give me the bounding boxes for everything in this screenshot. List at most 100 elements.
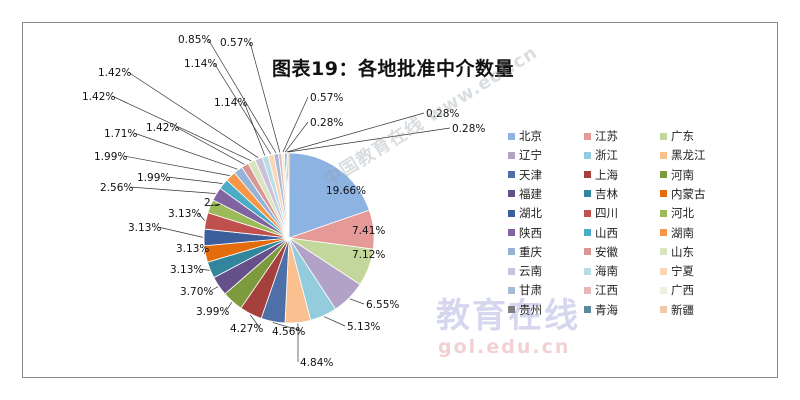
- data-label: 19.66%: [326, 185, 366, 197]
- chart-title: 图表19：各地批准中介数量: [272, 58, 514, 80]
- data-label: 4.84%: [300, 357, 333, 369]
- legend-label: 内蒙古: [671, 186, 706, 201]
- legend-item: 福建: [508, 186, 542, 202]
- legend-item: 浙江: [584, 147, 618, 163]
- leader-line: [204, 247, 207, 255]
- legend-label: 江西: [595, 283, 618, 298]
- legend-swatch: [508, 267, 515, 275]
- leader-line: [133, 132, 238, 170]
- legend-swatch: [584, 229, 591, 236]
- legend-item: 黑龙江: [660, 147, 706, 163]
- leader-line: [166, 176, 223, 184]
- legend-label: 湖北: [519, 206, 542, 221]
- legend-item: 甘肃: [508, 282, 542, 298]
- watermark-logo-url: gol.edu.cn: [438, 336, 571, 358]
- leader-line: [282, 96, 309, 153]
- legend-swatch: [584, 267, 591, 275]
- legend-swatch: [660, 151, 667, 159]
- legend-item: 吉林: [584, 186, 618, 202]
- data-label: 7.41%: [352, 225, 385, 237]
- leader-line: [175, 126, 245, 165]
- legend-swatch: [508, 190, 515, 198]
- legend-swatch: [508, 132, 515, 140]
- data-label: 0.28%: [426, 108, 459, 120]
- legend-label: 广东: [671, 129, 694, 143]
- legend-swatch: [660, 306, 667, 314]
- data-label: 2.56%: [100, 182, 133, 194]
- legend-swatch: [508, 229, 515, 236]
- leader-line: [243, 101, 266, 156]
- legend-swatch: [660, 132, 667, 140]
- leader-line: [123, 155, 230, 176]
- legend-label: 北京: [519, 129, 542, 143]
- leader-line: [197, 212, 206, 221]
- legend-label: 吉林: [595, 186, 618, 201]
- leader-line: [286, 112, 425, 153]
- legend-swatch: [660, 229, 667, 236]
- leader-line: [288, 127, 451, 153]
- data-label: 3.13%: [128, 222, 161, 234]
- legend-swatch: [508, 151, 515, 159]
- legend-item: 山东: [660, 244, 694, 260]
- legend-item: 广西: [660, 282, 694, 298]
- legend-item: 青海: [584, 302, 618, 318]
- leader-line: [157, 226, 204, 238]
- legend-label: 宁夏: [671, 264, 694, 279]
- legend-label: 广西: [671, 283, 694, 298]
- legend-item: 四川: [584, 205, 618, 221]
- legend-label: 陕西: [519, 225, 542, 240]
- legend-label: 海南: [595, 264, 618, 279]
- legend-swatch: [584, 286, 591, 294]
- legend-swatch: [508, 248, 515, 256]
- legend-label: 青海: [595, 302, 618, 317]
- legend-swatch: [508, 209, 515, 217]
- data-label: 0.57%: [220, 37, 253, 49]
- legend-label: 贵州: [519, 302, 542, 317]
- chart-frame: [22, 22, 778, 378]
- legend-item: 江西: [584, 282, 618, 298]
- legend-label: 天津: [519, 167, 542, 182]
- legend-swatch: [584, 190, 591, 198]
- data-label: 4.27%: [230, 323, 263, 335]
- data-label: 3.13%: [170, 264, 203, 276]
- data-label: 1.99%: [137, 172, 170, 184]
- legend-label: 甘肃: [519, 283, 542, 298]
- leader-line: [199, 268, 210, 271]
- legend-label: 云南: [519, 264, 542, 279]
- data-label: 6.55%: [366, 299, 399, 311]
- legend-swatch: [584, 151, 591, 159]
- legend-swatch: [660, 286, 667, 294]
- legend-label: 上海: [595, 167, 618, 182]
- legend-item: 云南: [508, 263, 542, 279]
- legend-label: 辽宁: [519, 148, 542, 163]
- data-label: 1.14%: [184, 58, 217, 70]
- data-label: 3.13%: [176, 243, 209, 255]
- data-label: 3.70%: [180, 286, 213, 298]
- legend-item: 安徽: [584, 244, 618, 260]
- legend-item: 海南: [584, 263, 618, 279]
- leader-line: [349, 298, 365, 305]
- legend-swatch: [660, 209, 667, 217]
- data-label: 1.42%: [146, 122, 179, 134]
- data-label: 1.71%: [104, 128, 137, 140]
- legend-label: 重庆: [519, 244, 542, 259]
- data-label: 7.12%: [352, 249, 385, 261]
- data-label: 0.85%: [178, 34, 211, 46]
- legend-item: 山西: [584, 225, 618, 241]
- data-label: 1.42%: [98, 67, 131, 79]
- leader-line: [209, 286, 219, 292]
- legend-label: 湖南: [671, 225, 694, 240]
- legend-label: 河南: [671, 167, 694, 182]
- legend-swatch: [508, 286, 515, 294]
- legend-swatch: [660, 267, 667, 275]
- legend-label: 河北: [671, 206, 694, 221]
- legend-item: 贵州: [508, 302, 542, 318]
- legend-item: 重庆: [508, 244, 542, 260]
- legend-item: 陕西: [508, 225, 542, 241]
- data-label: 0.57%: [310, 92, 343, 104]
- data-label: 0.28%: [452, 123, 485, 135]
- legend-item: 北京: [508, 128, 542, 144]
- legend-label: 黑龙江: [671, 148, 706, 163]
- data-label: 3.99%: [196, 306, 229, 318]
